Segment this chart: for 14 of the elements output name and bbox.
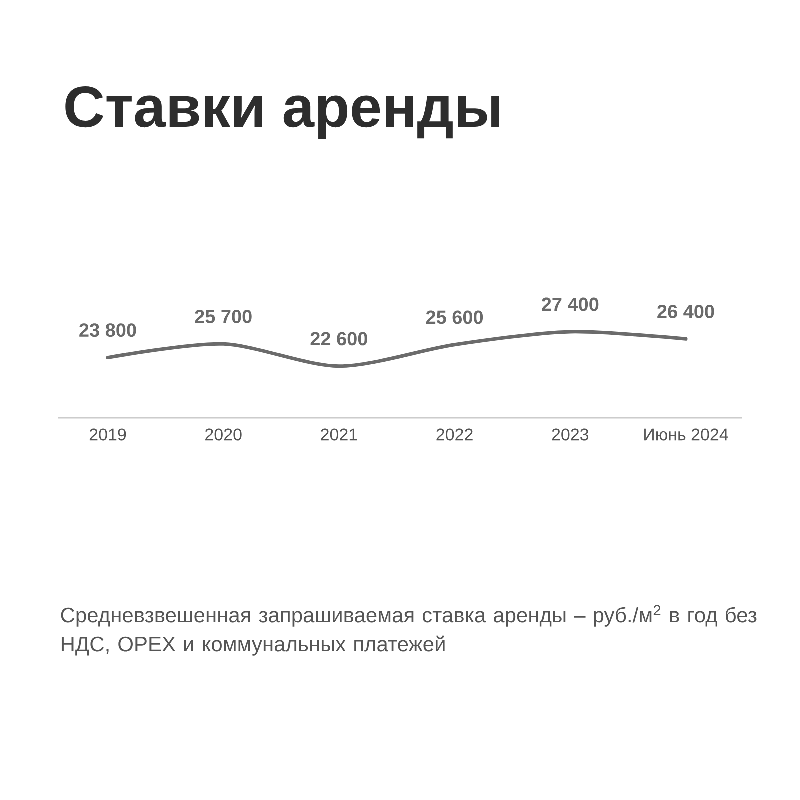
data-label: 25 600 [426,310,484,324]
x-tick-label: 2019 [90,428,126,441]
x-tick-label: 2023 [552,428,589,441]
x-tick-label: 2020 [206,428,242,441]
data-label: 23 800 [80,324,136,338]
x-tick-label: 2021 [321,428,358,441]
data-label: 26 400 [658,304,714,318]
x-tick-label: 2022 [436,428,473,441]
data-label: 25 700 [195,310,252,324]
data-label: 22 600 [310,332,368,346]
text: Средневзвешенная запрашиваемая ставка аренды – руб./м$^{2}$ в год без НДС, OPEX и коммунальных платежей [61,605,757,656]
x-tick-label: Июнь 2024 [644,428,728,441]
chart-title: Ставки аренды [66,86,500,140]
data-label: 27 400 [542,298,599,312]
